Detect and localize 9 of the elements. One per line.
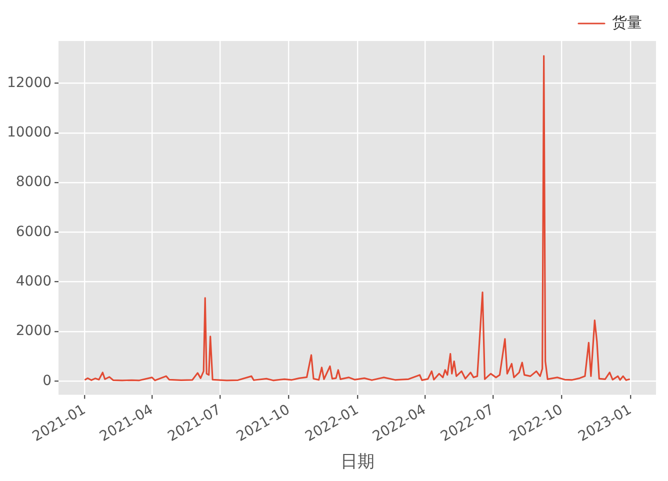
- y-tick-label: 0: [42, 372, 52, 389]
- y-tick-label: 4000: [16, 273, 52, 290]
- y-tick-label: 6000: [16, 224, 52, 240]
- y-tick-label: 2000: [16, 323, 52, 340]
- legend-label: 货量: [612, 13, 642, 32]
- y-tick-label: 10000: [6, 124, 52, 141]
- x-axis-title: 日期: [340, 452, 374, 472]
- y-tick-label: 12000: [6, 74, 52, 91]
- y-tick-label: 8000: [16, 174, 52, 190]
